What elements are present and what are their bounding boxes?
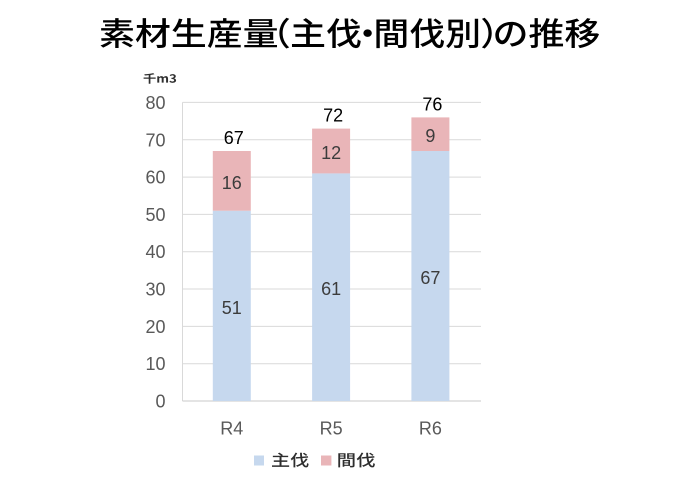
svg-text:9: 9 <box>425 126 435 146</box>
svg-text:51: 51 <box>222 298 242 318</box>
svg-text:R4: R4 <box>220 419 243 439</box>
svg-text:16: 16 <box>222 173 242 193</box>
svg-text:R6: R6 <box>419 419 442 439</box>
svg-text:61: 61 <box>321 279 341 299</box>
svg-text:40: 40 <box>145 242 165 262</box>
svg-text:10: 10 <box>145 354 165 374</box>
svg-text:60: 60 <box>145 168 165 188</box>
svg-text:72: 72 <box>323 106 343 126</box>
svg-text:30: 30 <box>145 280 165 300</box>
svg-text:67: 67 <box>224 128 244 148</box>
svg-text:12: 12 <box>321 143 341 163</box>
svg-text:67: 67 <box>420 268 440 288</box>
svg-text:80: 80 <box>145 93 165 113</box>
svg-text:0: 0 <box>155 392 165 412</box>
svg-text:76: 76 <box>422 94 442 114</box>
svg-text:70: 70 <box>145 130 165 150</box>
svg-text:50: 50 <box>145 205 165 225</box>
svg-text:R5: R5 <box>320 419 343 439</box>
svg-text:20: 20 <box>145 317 165 337</box>
